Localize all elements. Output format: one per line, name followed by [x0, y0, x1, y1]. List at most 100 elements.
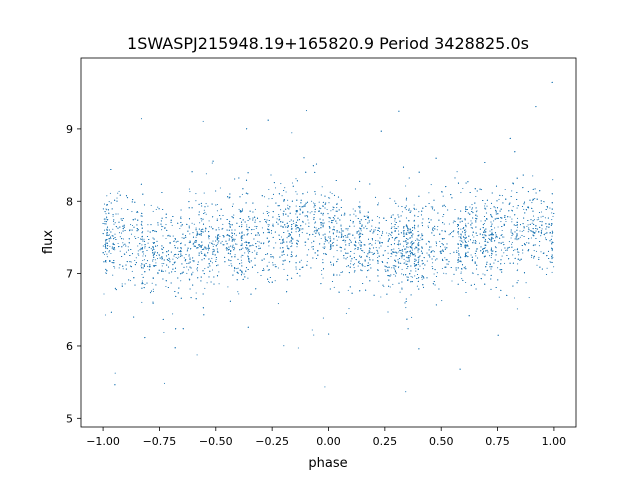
data-point [365, 225, 367, 227]
data-point [151, 282, 153, 284]
data-point [122, 268, 124, 270]
data-point [122, 242, 124, 244]
data-point [444, 257, 446, 259]
data-point [218, 271, 220, 273]
data-point [392, 283, 394, 285]
data-point [108, 250, 110, 252]
data-point [104, 251, 106, 253]
data-point [226, 248, 228, 250]
data-point [112, 220, 115, 222]
data-point [465, 281, 467, 284]
data-point [490, 257, 492, 259]
data-point [405, 252, 407, 254]
data-point [512, 206, 514, 208]
data-point [171, 224, 173, 226]
data-point [401, 273, 403, 275]
data-point [417, 251, 419, 253]
data-point [243, 273, 245, 275]
data-point [529, 230, 531, 232]
data-point [364, 265, 366, 267]
data-point [291, 182, 294, 184]
data-point [384, 250, 386, 252]
data-point [165, 224, 167, 226]
data-point [378, 217, 380, 219]
data-point [318, 201, 320, 203]
data-point [400, 250, 402, 252]
data-point [309, 212, 311, 214]
data-point [216, 203, 219, 206]
data-point [413, 204, 415, 206]
data-point [363, 252, 365, 254]
data-point [380, 296, 382, 298]
data-point [427, 227, 430, 229]
data-point [516, 308, 518, 310]
data-point [352, 222, 354, 224]
data-point [544, 237, 547, 239]
data-point [536, 264, 538, 266]
data-point [174, 238, 177, 241]
data-point [314, 222, 316, 224]
data-point [195, 292, 197, 294]
data-point [546, 232, 548, 234]
data-point [393, 248, 395, 250]
data-point [140, 265, 142, 267]
data-point [414, 253, 416, 255]
data-point [290, 225, 293, 228]
data-point [188, 227, 190, 229]
data-point [413, 242, 415, 244]
data-point [234, 254, 236, 256]
data-point [268, 224, 270, 226]
data-point [106, 195, 108, 197]
data-point [267, 269, 269, 271]
data-point [183, 257, 185, 259]
data-point [333, 241, 335, 244]
data-point [106, 228, 108, 230]
data-point [417, 224, 419, 226]
data-point [283, 268, 285, 270]
data-point [247, 277, 249, 279]
data-point [383, 285, 385, 288]
data-point [216, 218, 218, 220]
data-point [188, 242, 190, 244]
data-point [430, 184, 432, 186]
data-point [161, 262, 163, 265]
data-point [272, 262, 274, 264]
data-point [143, 259, 145, 261]
data-point [295, 191, 297, 193]
data-point [533, 219, 535, 221]
data-point [232, 244, 234, 246]
data-point [192, 271, 194, 273]
data-point [369, 251, 371, 253]
data-point [311, 242, 313, 244]
data-point [411, 249, 414, 251]
data-point [397, 267, 400, 269]
data-point [242, 254, 244, 257]
data-point [162, 235, 164, 237]
data-point [149, 266, 151, 268]
data-point [353, 225, 355, 227]
data-point [178, 256, 180, 258]
data-point [470, 227, 472, 229]
data-point [152, 210, 154, 212]
data-point [405, 209, 407, 211]
data-point [389, 275, 391, 277]
data-point [541, 228, 543, 230]
data-point [354, 237, 356, 239]
data-point [256, 251, 258, 253]
data-point [172, 313, 174, 315]
data-point [215, 258, 217, 260]
data-point [204, 211, 206, 213]
data-point [386, 232, 388, 234]
data-point [419, 239, 421, 241]
data-point [465, 223, 467, 225]
data-point [516, 207, 518, 209]
data-point [465, 237, 467, 239]
data-point [544, 217, 546, 219]
data-point [130, 233, 133, 235]
data-point [416, 285, 418, 287]
data-point [232, 203, 234, 205]
data-point [501, 229, 503, 232]
data-point [398, 262, 400, 264]
data-point [442, 216, 444, 218]
data-point [254, 225, 256, 227]
